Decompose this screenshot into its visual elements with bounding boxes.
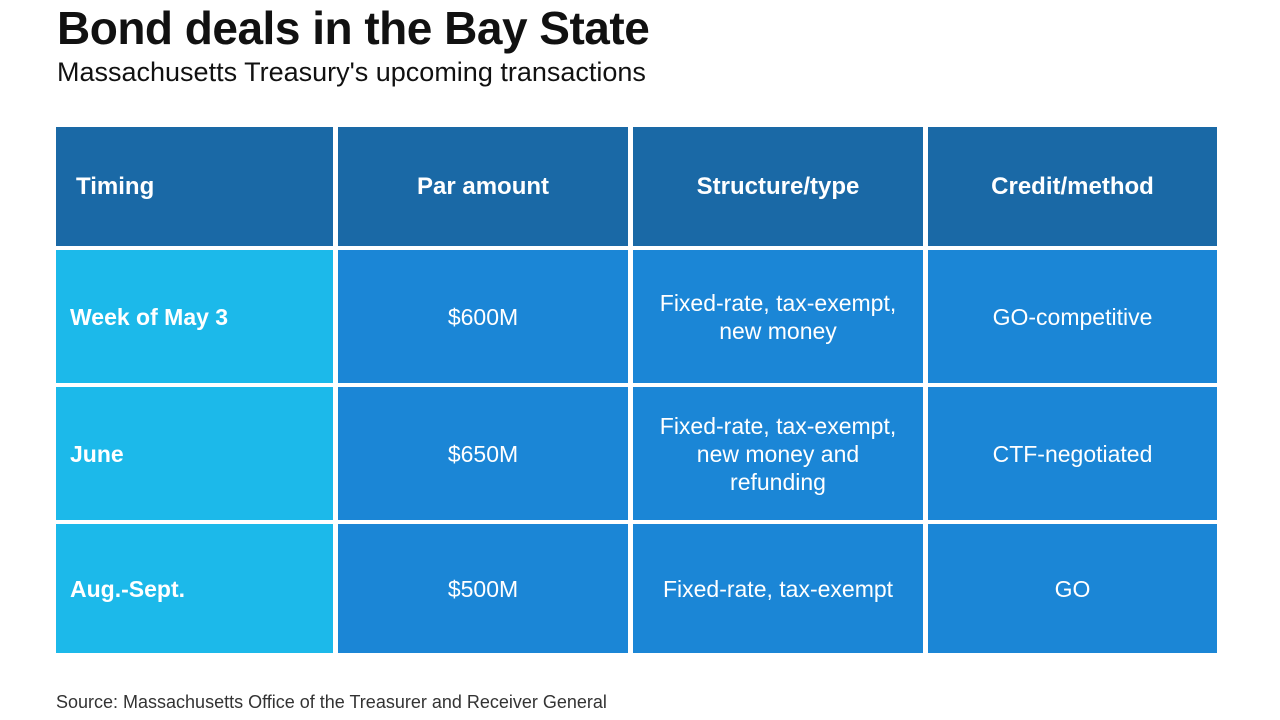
structure-line: new money xyxy=(719,317,837,344)
header-timing: Timing xyxy=(56,127,333,246)
structure-line: Fixed-rate, tax-exempt xyxy=(662,575,894,602)
structure-line: Fixed-rate, tax-exempt, xyxy=(659,289,897,316)
source-note: Source: Massachusetts Office of the Trea… xyxy=(56,692,607,712)
chart-title: Bond deals in the Bay State xyxy=(57,2,650,54)
header-credit-method: Credit/method xyxy=(928,127,1217,246)
row-3-par-amount: $500M xyxy=(338,524,628,653)
row-1-structure-type: Fixed-rate, tax-exempt, new money xyxy=(633,250,923,383)
header-par-amount: Par amount xyxy=(338,127,628,246)
structure-line: new money and xyxy=(696,440,860,467)
structure-line: refunding xyxy=(730,468,826,495)
deals-table: Timing Par amount Structure/type Credit/… xyxy=(56,127,1218,653)
row-2-par-amount: $650M xyxy=(338,387,628,520)
row-2-timing: June xyxy=(56,387,333,520)
row-1-timing: Week of May 3 xyxy=(56,250,333,383)
row-2-structure-type: Fixed-rate, tax-exempt, new money and refu… xyxy=(633,387,923,520)
structure-line: Fixed-rate, tax-exempt, xyxy=(659,412,897,439)
row-3-credit-method: GO xyxy=(928,524,1217,653)
row-1-par-amount: $600M xyxy=(338,250,628,383)
row-3-timing: Aug.-Sept. xyxy=(56,524,333,653)
row-2-credit-method: CTF-negotiated xyxy=(928,387,1217,520)
row-1-credit-method: GO-competitive xyxy=(928,250,1217,383)
chart-subtitle: Massachusetts Treasury's upcoming transa… xyxy=(57,57,646,87)
row-3-structure-type: Fixed-rate, tax-exempt xyxy=(633,524,923,653)
header-structure-type: Structure/type xyxy=(633,127,923,246)
